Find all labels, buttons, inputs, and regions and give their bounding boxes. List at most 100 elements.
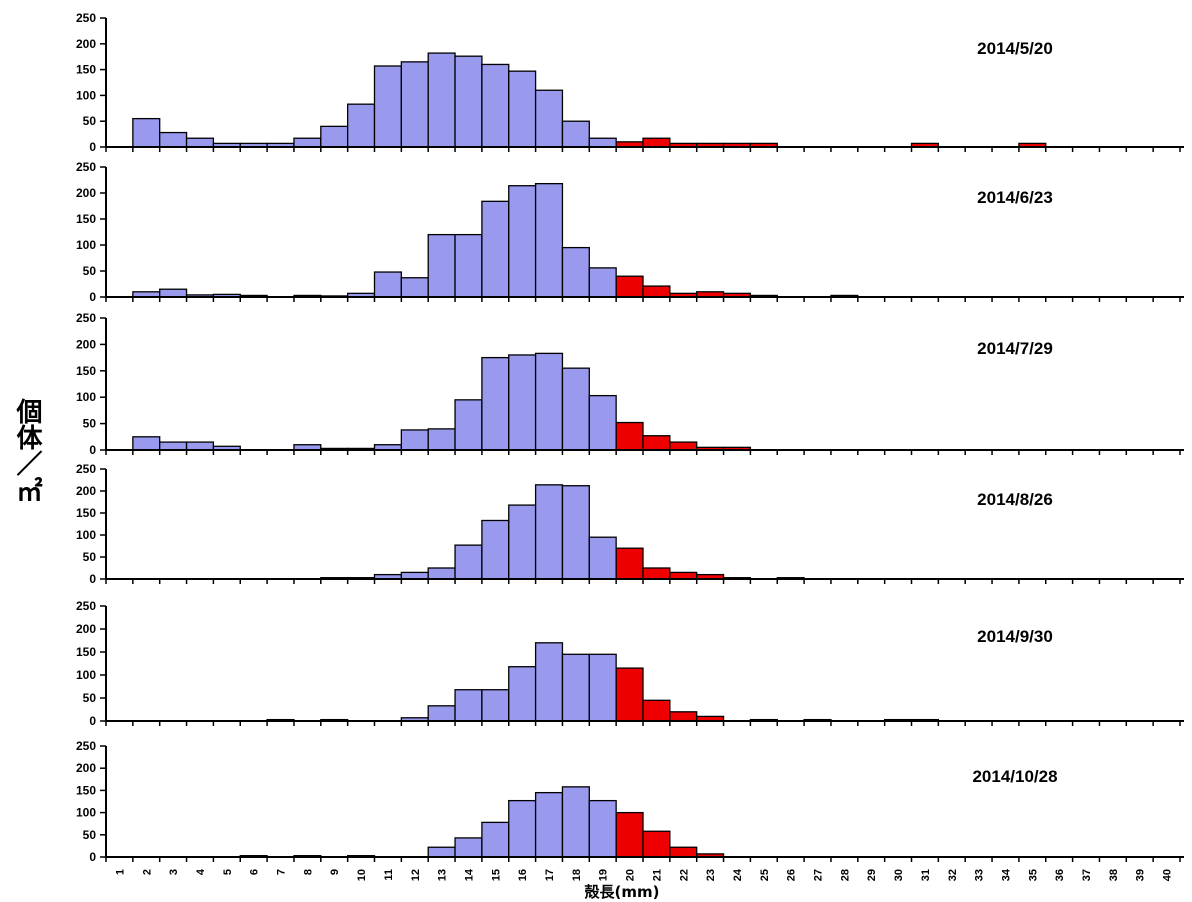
- bar: [454, 55, 483, 148]
- bar: [427, 567, 456, 580]
- bar: [132, 436, 161, 451]
- y-tick-label: 100: [76, 88, 96, 102]
- panel-6: 0 50 100 150 200 250 2014/10/28: [76, 739, 1184, 864]
- bar: [642, 137, 671, 148]
- x-tick-label: 17: [544, 869, 556, 881]
- bar: [454, 689, 483, 722]
- bar: [669, 711, 698, 722]
- y-tick-label: 100: [76, 238, 96, 252]
- x-tick-label: 25: [759, 869, 771, 881]
- bar: [481, 519, 510, 580]
- y-tick-label: 200: [76, 761, 96, 775]
- panel-date-label: 2014/6/23: [977, 188, 1053, 207]
- bar: [588, 137, 617, 148]
- x-tick-label: 3: [168, 869, 180, 875]
- x-tick-label: 22: [678, 869, 690, 881]
- y-tick-label: 200: [76, 337, 96, 351]
- bar: [373, 271, 403, 298]
- bar: [454, 837, 483, 858]
- bar: [588, 536, 617, 580]
- x-tick-label: 2: [141, 869, 153, 875]
- x-tick-label: 31: [920, 869, 932, 881]
- bar: [427, 846, 456, 858]
- bar: [588, 653, 617, 722]
- x-tick-label: 8: [302, 869, 314, 875]
- bar: [561, 246, 590, 298]
- bar: [561, 485, 590, 580]
- y-tick-label: 100: [76, 668, 96, 682]
- panel-date-label: 2014/8/26: [977, 490, 1053, 509]
- bar: [427, 428, 456, 451]
- bar: [427, 705, 456, 722]
- bar: [400, 429, 429, 451]
- bar: [185, 441, 215, 451]
- bar: [561, 786, 590, 858]
- bar: [454, 544, 483, 580]
- x-tick-label: 40: [1162, 869, 1174, 881]
- y-tick-label: 150: [76, 783, 96, 797]
- bar: [534, 642, 564, 722]
- bar: [508, 504, 537, 580]
- y-tick-label: 100: [76, 390, 96, 404]
- y-tick-label: 150: [76, 364, 96, 378]
- panel-date-label: 2014/5/20: [977, 39, 1053, 58]
- y-axis-label: 個体／㎡: [12, 398, 43, 502]
- y-tick-label: 150: [76, 63, 96, 77]
- x-tick-label: 35: [1027, 869, 1039, 881]
- x-tick-label: 20: [625, 869, 637, 881]
- y-tick-label: 50: [83, 828, 97, 842]
- y-tick-label: 0: [89, 140, 96, 154]
- x-tick-label: 33: [974, 869, 986, 881]
- x-tick-label: 1: [114, 869, 126, 875]
- panel-1: 0 50 100 150 200 250 2014/5/20: [76, 11, 1184, 154]
- panel-2: 0 50 100 150 200 250 2014/6/23: [76, 160, 1184, 304]
- x-tick-label: 37: [1081, 869, 1093, 881]
- x-tick-label: 7: [276, 869, 288, 875]
- y-tick-label: 50: [83, 691, 97, 705]
- y-tick-label: 250: [76, 311, 96, 325]
- x-tick-label: 12: [410, 869, 422, 881]
- x-tick-label: 21: [651, 869, 663, 881]
- y-tick-label: 200: [76, 37, 96, 51]
- bar: [534, 791, 564, 858]
- bar: [481, 356, 510, 451]
- panels-group: 0 50 100 150 200 250 2014/5/20 0 50 100 150 200 250 2…: [76, 11, 1184, 864]
- y-tick-label: 250: [76, 599, 96, 613]
- x-tick-label: 29: [866, 869, 878, 881]
- bar: [615, 275, 644, 298]
- bar: [534, 89, 564, 148]
- y-tick-label: 150: [76, 212, 96, 226]
- bar: [159, 441, 188, 451]
- bar: [427, 52, 456, 148]
- bar: [561, 367, 590, 451]
- x-tick-label: 5: [222, 869, 234, 875]
- bar: [132, 117, 161, 148]
- bar: [400, 277, 429, 298]
- bar: [320, 125, 349, 148]
- bar: [561, 120, 590, 148]
- x-tick-label: 39: [1135, 869, 1147, 881]
- y-tick-label: 150: [76, 645, 96, 659]
- bar: [454, 399, 483, 451]
- panel-date-label: 2014/7/29: [977, 339, 1053, 358]
- bar: [534, 182, 564, 298]
- x-tick-label: 32: [947, 869, 959, 881]
- x-tick-label: 9: [329, 869, 341, 875]
- bar: [588, 799, 617, 858]
- bar: [642, 699, 671, 722]
- bar: [642, 830, 671, 858]
- y-tick-label: 100: [76, 528, 96, 542]
- y-tick-label: 50: [83, 114, 97, 128]
- bar: [293, 137, 322, 148]
- y-tick-label: 50: [83, 417, 97, 431]
- bar: [561, 653, 590, 722]
- y-tick-label: 250: [76, 11, 96, 25]
- bar: [508, 354, 537, 451]
- y-tick-label: 0: [89, 850, 96, 864]
- y-tick-label: 200: [76, 186, 96, 200]
- bar: [454, 233, 483, 298]
- x-tick-label: 18: [571, 869, 583, 881]
- x-tick-label: 24: [732, 868, 744, 881]
- x-tick-label: 16: [517, 869, 529, 881]
